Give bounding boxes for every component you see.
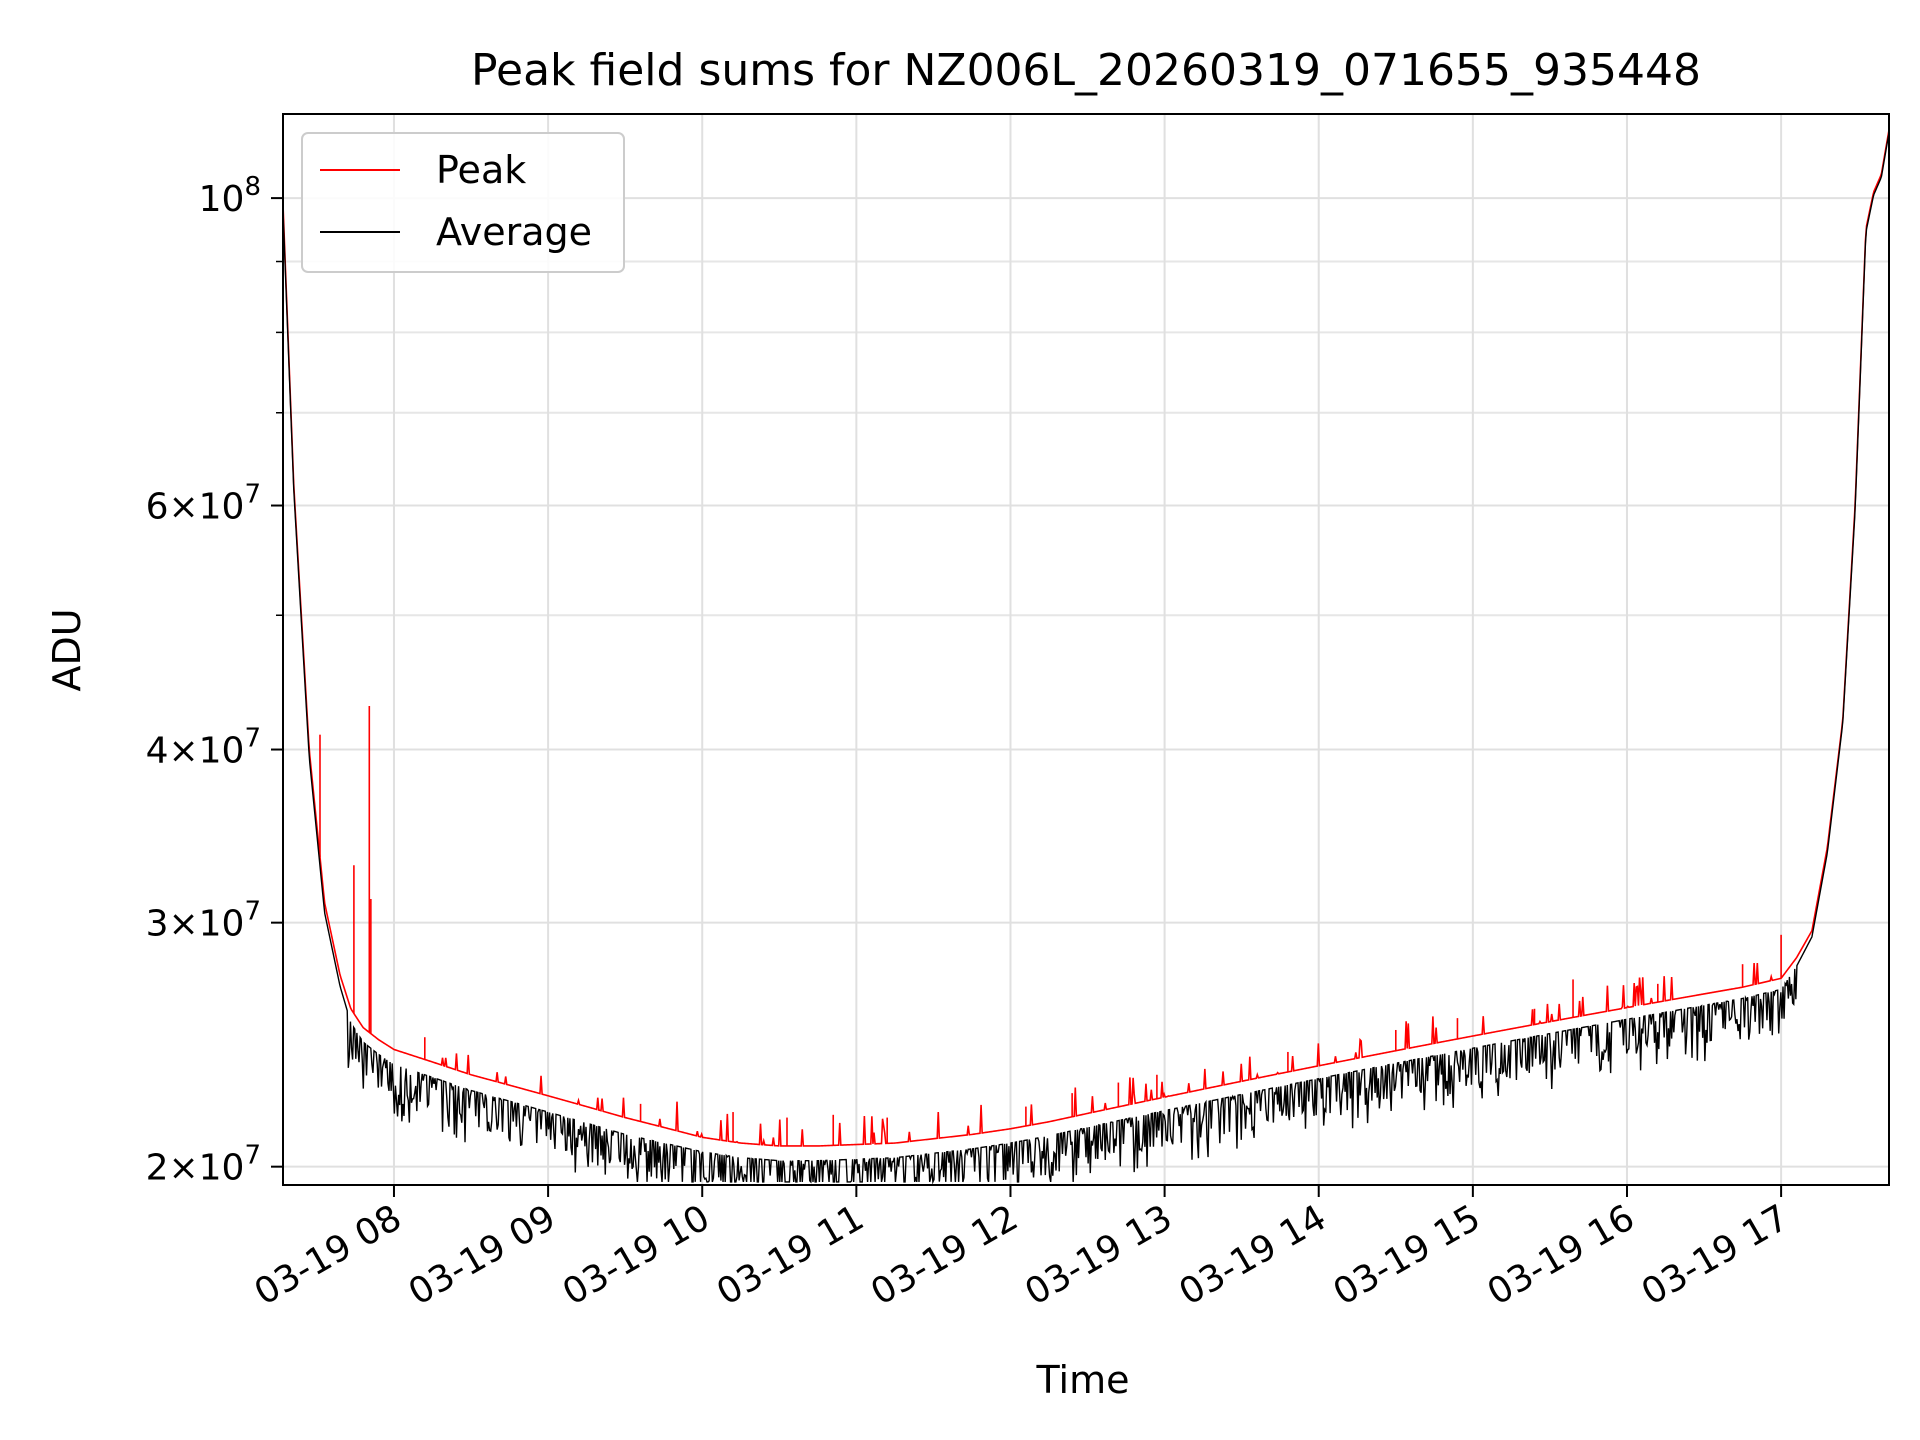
y-tick-label-2: 4×107 bbox=[146, 724, 261, 772]
chart-title: Peak field sums for NZ006L_20260319_0716… bbox=[471, 45, 1701, 96]
axes-frame bbox=[282, 113, 1890, 1186]
legend-label-peak: Peak bbox=[436, 148, 526, 192]
y-axis-label: ADU bbox=[45, 608, 89, 691]
y-tick-label-1: 3×107 bbox=[146, 897, 261, 945]
y-tick-label-4: 108 bbox=[199, 172, 261, 220]
legend-box bbox=[301, 132, 625, 273]
peak-series-line bbox=[282, 129, 1890, 1147]
average-series-line bbox=[282, 132, 1890, 1185]
y-axis: 2×107 3×107 4×107 6×107 108 bbox=[146, 172, 283, 1189]
legend-label-average: Average bbox=[436, 210, 592, 254]
x-axis-label: Time bbox=[1036, 1358, 1130, 1402]
y-tick-label-0: 2×107 bbox=[146, 1141, 261, 1189]
plot-area bbox=[282, 129, 1890, 1185]
y-tick-label-3: 6×107 bbox=[146, 480, 261, 528]
legend[interactable]: Peak Average bbox=[301, 132, 625, 273]
